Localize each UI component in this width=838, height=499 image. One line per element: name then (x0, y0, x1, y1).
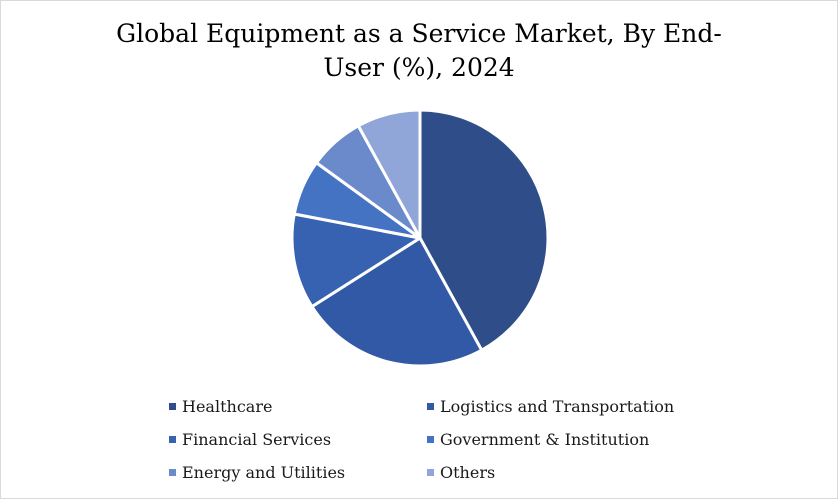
legend-item: Financial Services (169, 430, 331, 449)
legend-swatch (427, 403, 434, 410)
pie-slice-healthcare (418, 108, 550, 352)
legend-label: Energy and Utilities (182, 463, 346, 482)
legend-swatch (427, 469, 434, 476)
legend-item: Logistics and Transportation (427, 397, 674, 416)
legend-label: Logistics and Transportation (440, 397, 675, 416)
pie-slice-others (356, 108, 422, 240)
legend-label: Healthcare (182, 397, 273, 416)
legend-label: Others (440, 463, 496, 482)
legend-item: Others (427, 463, 495, 482)
chart-title: Global Equipment as a Service Market, By… (116, 19, 722, 82)
legend-item: Healthcare (169, 397, 272, 416)
legend-swatch (169, 469, 176, 476)
legend-swatch (427, 436, 434, 443)
legend-swatch (169, 436, 176, 443)
pie-slice-logistics-and-transportation (310, 236, 484, 368)
legend-label: Government & Institution (440, 430, 650, 449)
pie-slice-financial-services (290, 212, 422, 309)
legend-label: Financial Services (182, 430, 332, 449)
legend-swatch (169, 403, 176, 410)
legend-item: Government & Institution (427, 430, 649, 449)
legend-item: Energy and Utilities (169, 463, 345, 482)
